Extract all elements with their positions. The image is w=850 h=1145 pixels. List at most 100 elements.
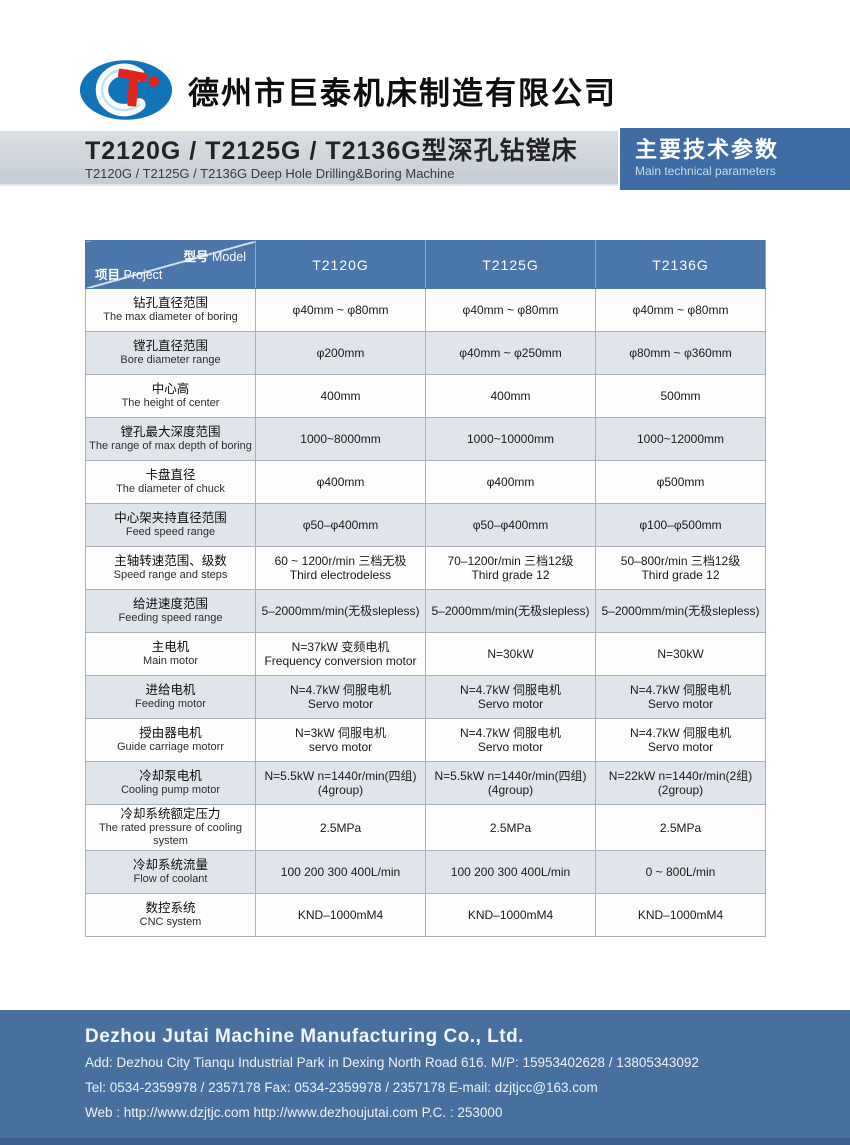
row-label-en: The max diameter of boring xyxy=(103,311,238,323)
spec-value-cell: 5–2000mm/min(无极slepless) xyxy=(595,589,766,633)
spec-value-cell: 100 200 300 400L/min xyxy=(425,850,596,894)
spec-value-line: Servo motor xyxy=(477,697,544,711)
spec-value-line: 2.5MPa xyxy=(489,820,532,835)
spec-value-cell: N=4.7kW 伺服电机 Servo motor xyxy=(425,718,596,762)
spec-value-line: 2.5MPa xyxy=(319,820,362,835)
spec-value-line: KND–1000mM4 xyxy=(297,908,384,922)
row-label: 进给电机 Feeding motor xyxy=(85,675,256,719)
row-label: 中心架夹持直径范围 Feed speed range xyxy=(85,503,256,547)
spec-value-line: 100 200 300 400L/min xyxy=(450,865,571,879)
spec-value-cell: φ80mm ~ φ360mm xyxy=(595,331,766,375)
tech-params-badge: 主要技术参数 Main technical parameters xyxy=(620,128,850,190)
table-row: 卡盘直径 The diameter of chuck φ400mm φ400mm φ50… xyxy=(85,460,766,504)
table-row: 主电机 Main motor N=37kW 变频电机 Frequency conver… xyxy=(85,632,766,676)
row-label-en: The rated pressure of cooling system xyxy=(98,822,243,847)
spec-value-cell: 2.5MPa xyxy=(425,804,596,851)
spec-value-cell: φ500mm xyxy=(595,460,766,504)
spec-value-line: 70–1200r/min 三档12级 xyxy=(447,554,574,568)
spec-value-line: Third grade 12 xyxy=(471,568,550,582)
spec-value-line: 1000~10000mm xyxy=(466,432,555,446)
row-label-en: Cooling pump motor xyxy=(120,784,221,796)
title-bar: T2120G / T2125G / T2136G型深孔钻镗床 T2120G / … xyxy=(0,131,618,186)
footer: Dezhou Jutai Machine Manufacturing Co., … xyxy=(0,1010,850,1145)
table-row: 数控系统 CNC system KND–1000mM4 KND–1000mM4 KND–… xyxy=(85,893,766,937)
row-label-zh: 冷却系统额定压力 xyxy=(120,807,221,821)
table-row: 主轴转速范围、级数 Speed range and steps 60 ~ 1200r… xyxy=(85,546,766,590)
spec-value-line: 1000~12000mm xyxy=(636,432,725,446)
row-label-en: Feeding speed range xyxy=(118,612,223,624)
row-label-en: The range of max depth of boring xyxy=(89,440,252,452)
row-label: 中心高 The height of center xyxy=(85,374,256,418)
row-label-zh: 进给电机 xyxy=(145,683,196,697)
spec-value-line: φ50–φ400mm xyxy=(302,518,379,532)
row-label-en: Bore diameter range xyxy=(120,354,221,366)
spec-value-cell: 60 ~ 1200r/min 三档无极 Third electrodeless xyxy=(255,546,426,590)
tech-params-badge-en: Main technical parameters xyxy=(635,164,776,178)
spec-value-cell: 5–2000mm/min(无极slepless) xyxy=(255,589,426,633)
footer-contact-lines: Add: Dezhou City Tianqu Industrial Park … xyxy=(85,1050,850,1125)
column-header-t2136g: T2136G xyxy=(595,240,766,289)
corner-model-en: Model xyxy=(211,250,246,264)
row-label: 给进速度范围 Feeding speed range xyxy=(85,589,256,633)
table-row: 冷却泵电机 Cooling pump motor N=5.5kW n=1440r/m… xyxy=(85,761,766,805)
spec-value-cell: 1000~12000mm xyxy=(595,417,766,461)
spec-value-line: 60 ~ 1200r/min 三档无极 xyxy=(274,554,407,568)
spec-value-line: φ500mm xyxy=(656,475,705,489)
spec-value-cell: N=4.7kW 伺服电机 Servo motor xyxy=(255,675,426,719)
spec-value-line: 100 200 300 400L/min xyxy=(280,865,401,879)
brand-header: 德州市巨泰机床制造有限公司 xyxy=(78,58,617,122)
row-label: 主轴转速范围、级数 Speed range and steps xyxy=(85,546,256,590)
spec-value-cell: 50–800r/min 三档12级 Third grade 12 xyxy=(595,546,766,590)
row-label: 主电机 Main motor xyxy=(85,632,256,676)
spec-value-line: 5–2000mm/min(无极slepless) xyxy=(601,604,760,618)
row-label-zh: 冷却系统流量 xyxy=(132,858,208,872)
spec-value-cell: φ50–φ400mm xyxy=(425,503,596,547)
spec-value-cell: N=5.5kW n=1440r/min(四组) (4group) xyxy=(425,761,596,805)
spec-value-line: N=30kW xyxy=(487,647,534,661)
spec-value-line: φ40mm ~ φ80mm xyxy=(462,303,559,317)
spec-value-line: 400mm xyxy=(490,389,531,403)
spec-value-line: 500mm xyxy=(660,389,701,403)
spec-value-line: Third electrodeless xyxy=(289,568,392,582)
row-label-en: Speed range and steps xyxy=(113,569,228,581)
row-label: 冷却系统流量 Flow of coolant xyxy=(85,850,256,894)
corner-project-zh: 项目 xyxy=(95,268,121,282)
spec-value-cell: φ400mm xyxy=(255,460,426,504)
spec-value-cell: φ40mm ~ φ250mm xyxy=(425,331,596,375)
spec-value-cell: 500mm xyxy=(595,374,766,418)
corner-project-label: 项目 Project xyxy=(95,264,162,283)
spec-value-line: φ200mm xyxy=(316,346,365,360)
footer-bottom-strip xyxy=(0,1138,850,1145)
spec-table: 型号 Model 项目 Project T2120G T2125G T2136G 钻… xyxy=(85,240,766,937)
corner-model-label: 型号 Model xyxy=(183,246,246,265)
spec-value-cell: KND–1000mM4 xyxy=(255,893,426,937)
spec-value-line: φ400mm xyxy=(486,475,535,489)
spec-value-line: φ40mm ~ φ80mm xyxy=(632,303,729,317)
spec-value-line: Servo motor xyxy=(307,697,374,711)
row-label-en: Feeding motor xyxy=(135,698,206,710)
row-label-en: The diameter of chuck xyxy=(116,483,225,495)
row-label-zh: 给进速度范围 xyxy=(132,597,208,611)
spec-value-cell: N=22kW n=1440r/min(2组) (2group) xyxy=(595,761,766,805)
row-label-zh: 主电机 xyxy=(151,640,190,654)
footer-line: Add: Dezhou City Tianqu Industrial Park … xyxy=(85,1055,699,1070)
row-label-en: Flow of coolant xyxy=(133,873,208,885)
table-row: 中心架夹持直径范围 Feed speed range φ50–φ400mm φ50–φ… xyxy=(85,503,766,547)
row-label-en: CNC system xyxy=(139,916,202,928)
table-row: 中心高 The height of center 400mm 400mm 500mm xyxy=(85,374,766,418)
spec-value-line: 50–800r/min 三档12级 xyxy=(620,554,741,568)
spec-table-body: 钻孔直径范围 The max diameter of boring φ40mm ~ … xyxy=(85,288,766,937)
spec-value-line: N=4.7kW 伺服电机 xyxy=(289,683,392,697)
table-row: 冷却系统额定压力 The rated pressure of cooling sy… xyxy=(85,804,766,851)
footer-line: Tel: 0534-2359978 / 2357178 Fax: 0534-23… xyxy=(85,1080,598,1095)
spec-value-cell: 5–2000mm/min(无极slepless) xyxy=(425,589,596,633)
spec-value-line: Third grade 12 xyxy=(641,568,720,582)
row-label: 数控系统 CNC system xyxy=(85,893,256,937)
table-row: 镗孔最大深度范围 The range of max depth of boring… xyxy=(85,417,766,461)
spec-value-line: φ80mm ~ φ360mm xyxy=(629,346,732,360)
page-title-zh: T2120G / T2125G / T2136G型深孔钻镗床 xyxy=(85,137,578,165)
spec-value-line: 1000~8000mm xyxy=(300,432,381,446)
spec-value-cell: φ40mm ~ φ80mm xyxy=(425,288,596,332)
spec-value-cell: φ40mm ~ φ80mm xyxy=(255,288,426,332)
